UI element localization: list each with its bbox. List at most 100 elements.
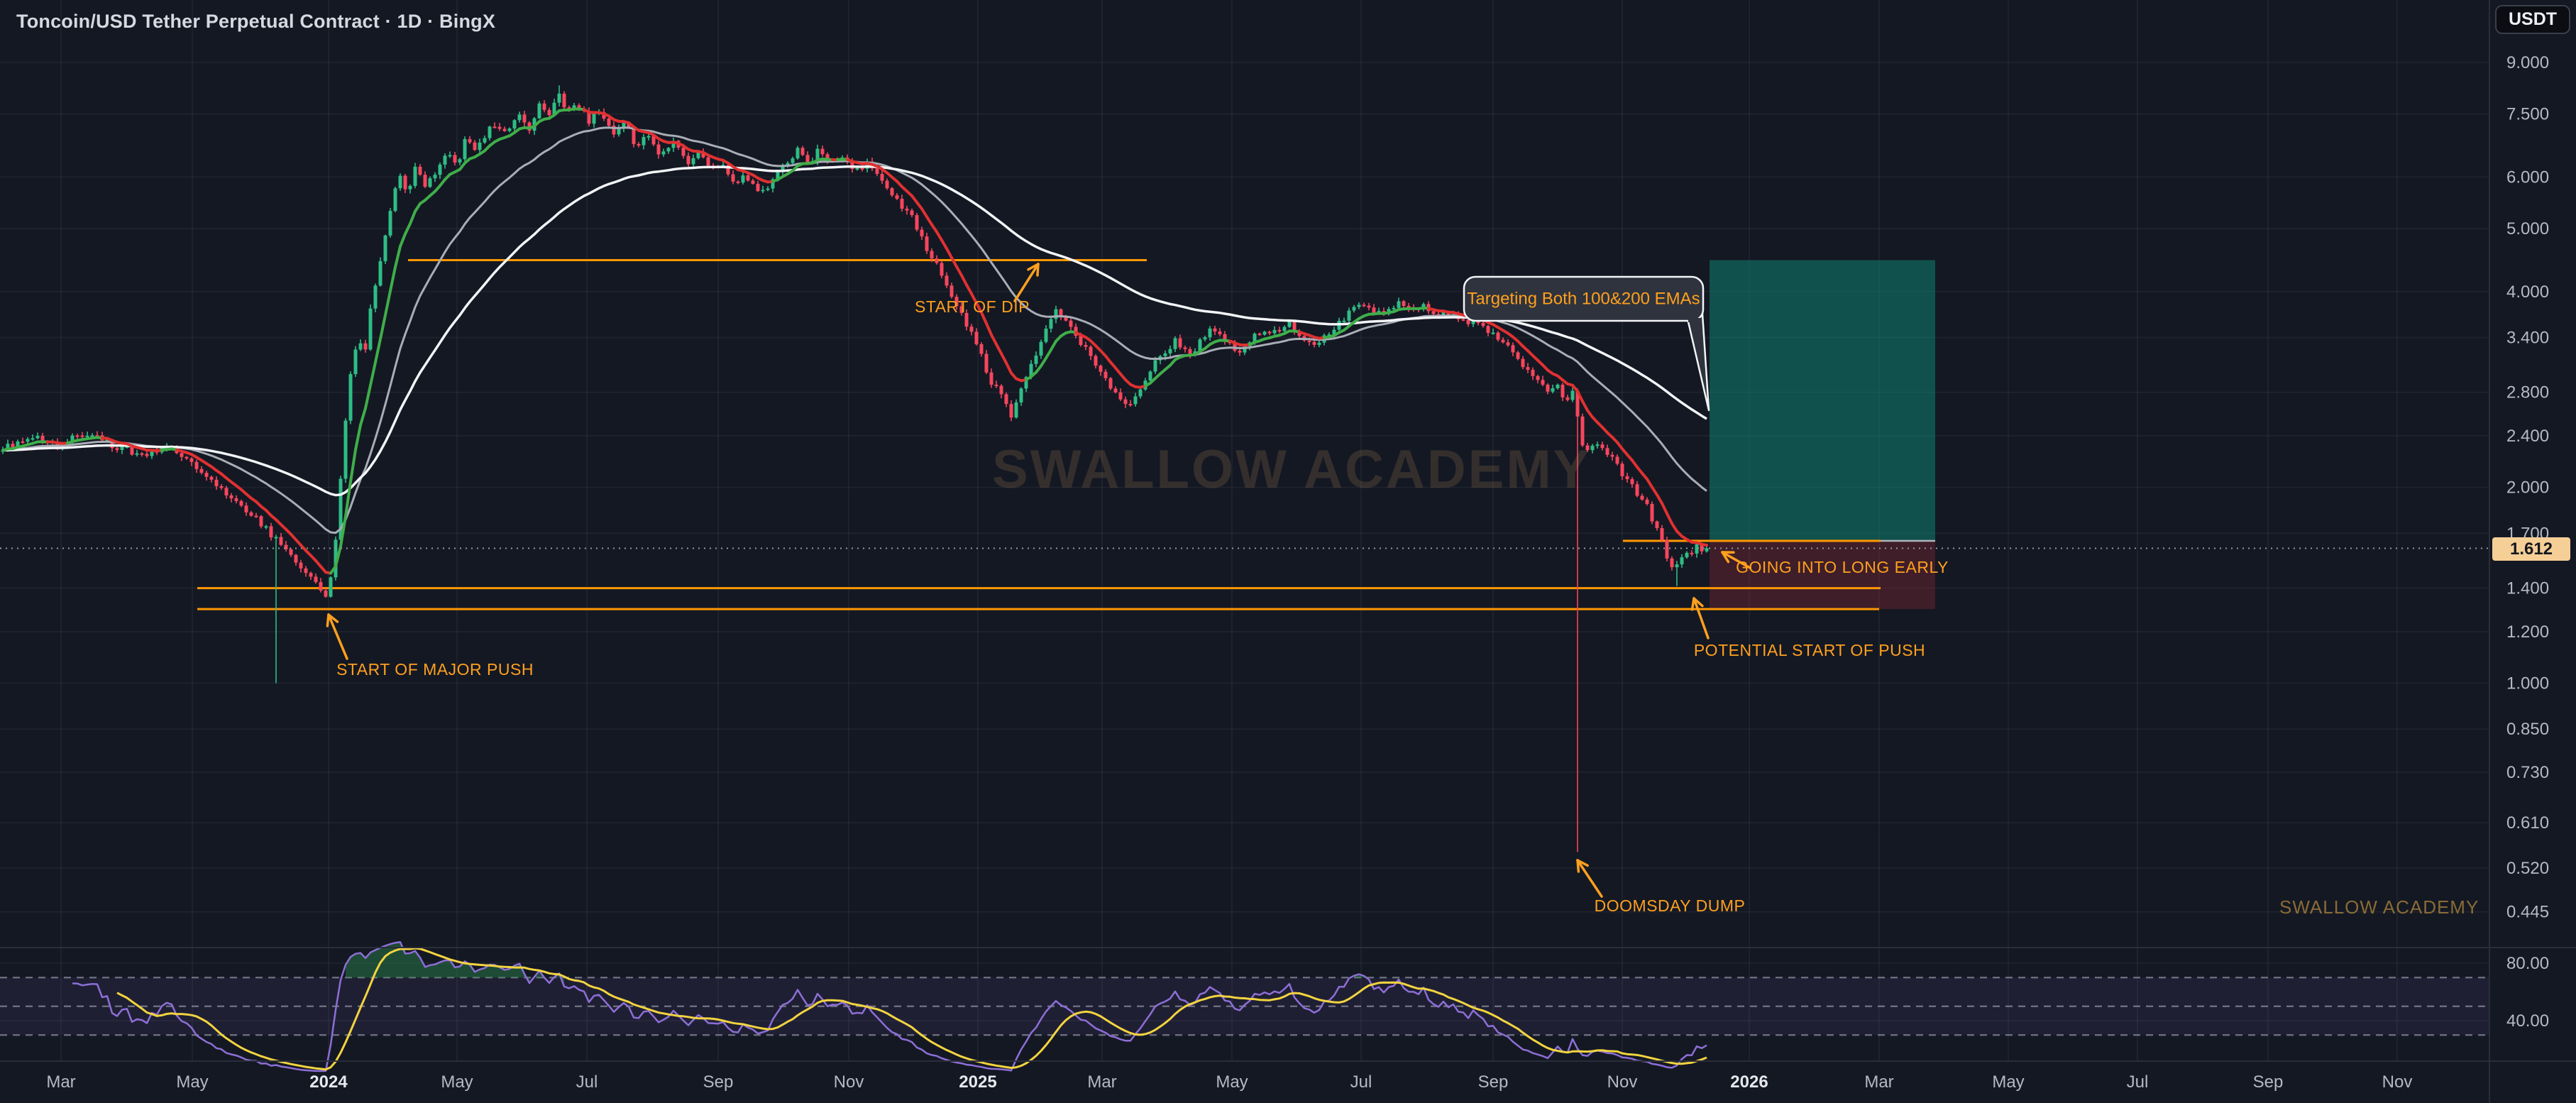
fast-ma-segment: [1005, 361, 1013, 375]
fast-ma-segment: [329, 564, 337, 575]
fast-ma-segment: [354, 423, 362, 451]
fast-ma-segment: [975, 302, 983, 314]
fast-ma-segment: [960, 273, 968, 287]
moving-average-lines: [1, 107, 1708, 575]
annotation-label: START OF DIP: [915, 297, 1030, 316]
fast-ma-segment: [369, 361, 377, 387]
fast-ma-segment: [414, 202, 422, 213]
time-tick: Mar: [1864, 1072, 1893, 1092]
fast-ma-segment: [925, 215, 933, 226]
currency-toggle-button[interactable]: USDT: [2495, 5, 2570, 34]
price-tick: 0.850: [2506, 720, 2549, 739]
fast-ma-segment: [389, 265, 397, 292]
annotation-label: GOING INTO LONG EARLY: [1736, 558, 1949, 576]
time-tick: Jul: [576, 1072, 598, 1092]
time-tick: 2026: [1730, 1072, 1768, 1092]
fast-ma-segment: [409, 209, 417, 226]
fast-ma-segment: [970, 292, 978, 305]
fast-ma-segment: [1700, 542, 1708, 547]
fast-ma-segment: [1646, 478, 1653, 489]
price-tick: 2.400: [2506, 427, 2549, 446]
time-tick: May: [1992, 1072, 2024, 1092]
fast-ma-segment: [1050, 339, 1057, 351]
fast-ma-segment: [349, 448, 357, 483]
price-tick: 1.400: [2506, 579, 2549, 598]
fast-ma-segment: [995, 343, 1003, 356]
price-tick: 4.000: [2506, 282, 2549, 302]
fast-ma-segment: [1661, 502, 1668, 515]
price-tick: 0.610: [2506, 813, 2549, 833]
callout-text: Targeting Both 100&200 EMAs: [1467, 289, 1700, 308]
time-axis-labels[interactable]: Mar May 2024 May Jul Sep Nov 2025 Mar May Jul Sep No…: [46, 1072, 2412, 1092]
fast-ma-segment: [344, 480, 352, 518]
callout-bubble: [1463, 275, 1705, 322]
fast-ma-segment: [935, 230, 943, 242]
fast-ma-segment: [1670, 522, 1678, 533]
annotation-label: POTENTIAL START OF PUSH: [1694, 641, 1925, 659]
fast-ma-segment: [364, 383, 372, 410]
fast-ma-segment: [359, 407, 367, 427]
long-position-tool[interactable]: [1710, 260, 1935, 610]
fast-ma-segment: [1576, 390, 1584, 403]
price-tick: 6.000: [2506, 168, 2549, 187]
price-tick: 2.800: [2506, 383, 2549, 402]
fast-ma-segment: [374, 337, 382, 364]
stop-zone-box: [1710, 540, 1935, 610]
annotations: START OF DIP START OF MAJOR PUSH POTENTIAL…: [326, 263, 1949, 915]
time-tick: May: [1216, 1072, 1248, 1092]
time-tick: Sep: [703, 1072, 734, 1092]
annotation-label: START OF MAJOR PUSH: [336, 660, 534, 679]
time-tick: May: [441, 1072, 473, 1092]
horizontal-level-lines[interactable]: [197, 259, 1881, 610]
price-tick: 0.445: [2506, 903, 2549, 922]
time-tick: 2024: [309, 1072, 348, 1092]
corner-watermark: SWALLOW ACADEMY: [2279, 896, 2479, 918]
fast-ma-segment: [1651, 485, 1658, 497]
fast-ma-segment: [1581, 400, 1589, 412]
fast-ma-segment: [1045, 348, 1052, 360]
price-tick: 1.000: [2506, 674, 2549, 693]
fast-ma-segment: [940, 238, 948, 251]
fast-ma-segment: [985, 322, 993, 336]
rsi-tick: 40.00: [2506, 1011, 2549, 1031]
fast-ma-segment: [930, 223, 938, 234]
rsi-line: [72, 941, 1707, 1072]
price-tick: 0.520: [2506, 859, 2549, 878]
rsi-ma-line: [116, 947, 1707, 1071]
price-tick: 1.200: [2506, 622, 2549, 642]
gridlines: [0, 0, 2489, 1061]
price-tick: 5.000: [2506, 219, 2549, 238]
target-zone-box: [1710, 260, 1935, 541]
candlestick-series[interactable]: [1, 85, 1709, 852]
time-tick: Mar: [1087, 1072, 1116, 1092]
price-tick: 0.730: [2506, 763, 2549, 782]
fast-ma-segment: [379, 313, 387, 341]
rsi-tick: 80.00: [2506, 954, 2549, 973]
time-tick: 2025: [959, 1072, 996, 1092]
rsi-indicator[interactable]: [0, 941, 2489, 1072]
annotation-label: DOOMSDAY DUMP: [1595, 896, 1746, 915]
fast-ma-segment: [990, 333, 998, 346]
fast-ma-segment: [1000, 352, 1008, 365]
fast-ma-segment: [399, 232, 407, 248]
fast-ma-segment: [920, 207, 928, 219]
fast-ma-segment: [1040, 356, 1047, 368]
fast-ma-segment: [1666, 512, 1673, 525]
time-tick: May: [176, 1072, 208, 1092]
fast-ma-segment: [965, 283, 973, 295]
price-tick: 2.000: [2506, 478, 2549, 498]
fast-ma-segment: [404, 222, 412, 236]
time-tick: Jul: [2127, 1072, 2149, 1092]
fast-ma-segment: [384, 289, 392, 317]
time-tick: Nov: [1607, 1072, 1638, 1092]
time-tick: Nov: [2382, 1072, 2413, 1092]
fast-ma-segment: [394, 245, 402, 269]
time-tick: Nov: [834, 1072, 864, 1092]
fast-ma-segment: [339, 515, 347, 548]
time-tick: Sep: [1478, 1072, 1509, 1092]
price-tick: 3.400: [2506, 328, 2549, 347]
center-watermark: SWALLOW ACADEMY: [992, 439, 1592, 500]
